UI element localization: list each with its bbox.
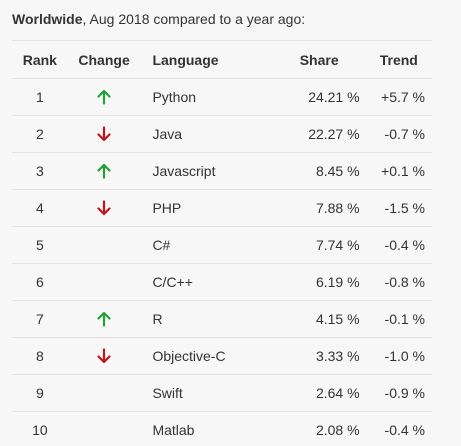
- table-row: 6 C/C++ 6.19 % -0.8 %: [12, 263, 432, 301]
- arrow-up-icon: [97, 311, 111, 327]
- language-cell: PHP: [140, 189, 259, 227]
- trend-cell: -0.7 %: [359, 115, 432, 153]
- table-body: 1 Python 24.21 % +5.7 % 2 Java 22.27 % -0.7 % 3 J…: [12, 78, 432, 446]
- language-cell: Java: [140, 115, 259, 153]
- table-row: 10 Matlab 2.08 % -0.4 %: [12, 411, 432, 446]
- table-header-row: Rank Change Language Share Trend: [12, 40, 432, 79]
- rank-cell: 7: [12, 300, 68, 338]
- table-row: 2 Java 22.27 % -0.7 %: [12, 115, 432, 153]
- rank-cell: 1: [12, 78, 68, 116]
- header-share: Share: [258, 40, 360, 79]
- trend-cell: -0.9 %: [359, 374, 432, 412]
- change-cell: [67, 189, 141, 227]
- language-cell: Python: [140, 78, 259, 116]
- caption-region: Worldwide: [12, 11, 83, 27]
- change-cell: [67, 337, 141, 375]
- caption-text: , Aug 2018 compared to a year ago:: [82, 11, 306, 27]
- change-cell: [67, 300, 141, 338]
- arrow-up-icon: [97, 89, 111, 105]
- change-cell: [67, 152, 141, 190]
- rank-cell: 8: [12, 337, 68, 375]
- trend-cell: +5.7 %: [359, 78, 432, 116]
- trend-cell: -1.0 %: [359, 337, 432, 375]
- rank-cell: 10: [12, 411, 68, 446]
- language-cell: Matlab: [140, 411, 259, 446]
- trend-cell: -0.4 %: [359, 226, 432, 264]
- share-cell: 7.74 %: [258, 226, 360, 264]
- rank-cell: 4: [12, 189, 68, 227]
- language-cell: R: [140, 300, 259, 338]
- change-cell: [67, 411, 141, 446]
- change-cell: [67, 115, 141, 153]
- arrow-down-icon: [97, 200, 111, 216]
- language-cell: Objective-C: [140, 337, 259, 375]
- share-cell: 7.88 %: [258, 189, 360, 227]
- trend-cell: -1.5 %: [359, 189, 432, 227]
- share-cell: 22.27 %: [258, 115, 360, 153]
- language-cell: C#: [140, 226, 259, 264]
- trend-cell: -0.1 %: [359, 300, 432, 338]
- arrow-down-icon: [97, 126, 111, 142]
- table-row: 7 R 4.15 % -0.1 %: [12, 300, 432, 338]
- share-cell: 3.33 %: [258, 337, 360, 375]
- header-rank: Rank: [12, 40, 68, 79]
- header-change: Change: [67, 40, 141, 79]
- share-cell: 6.19 %: [258, 263, 360, 301]
- header-language: Language: [140, 40, 259, 79]
- arrow-up-icon: [97, 163, 111, 179]
- rank-cell: 2: [12, 115, 68, 153]
- share-cell: 2.64 %: [258, 374, 360, 412]
- change-cell: [67, 78, 141, 116]
- header-trend: Trend: [359, 40, 432, 79]
- language-cell: Swift: [140, 374, 259, 412]
- language-ranking-table: Rank Change Language Share Trend 1 Python…: [12, 40, 432, 446]
- table-row: 4 PHP 7.88 % -1.5 %: [12, 189, 432, 227]
- trend-cell: +0.1 %: [359, 152, 432, 190]
- rank-cell: 3: [12, 152, 68, 190]
- trend-cell: -0.8 %: [359, 263, 432, 301]
- trend-cell: -0.4 %: [359, 411, 432, 446]
- share-cell: 4.15 %: [258, 300, 360, 338]
- table-row: 1 Python 24.21 % +5.7 %: [12, 78, 432, 116]
- share-cell: 2.08 %: [258, 411, 360, 446]
- arrow-down-icon: [97, 348, 111, 364]
- change-cell: [67, 263, 141, 301]
- language-cell: Javascript: [140, 152, 259, 190]
- share-cell: 8.45 %: [258, 152, 360, 190]
- table-row: 8 Objective-C 3.33 % -1.0 %: [12, 337, 432, 375]
- change-cell: [67, 374, 141, 412]
- table-row: 3 Javascript 8.45 % +0.1 %: [12, 152, 432, 190]
- table-caption: Worldwide, Aug 2018 compared to a year a…: [12, 11, 305, 27]
- share-cell: 24.21 %: [258, 78, 360, 116]
- table-row: 9 Swift 2.64 % -0.9 %: [12, 374, 432, 412]
- rank-cell: 5: [12, 226, 68, 264]
- rank-cell: 6: [12, 263, 68, 301]
- rank-cell: 9: [12, 374, 68, 412]
- language-cell: C/C++: [140, 263, 259, 301]
- table-row: 5 C# 7.74 % -0.4 %: [12, 226, 432, 264]
- change-cell: [67, 226, 141, 264]
